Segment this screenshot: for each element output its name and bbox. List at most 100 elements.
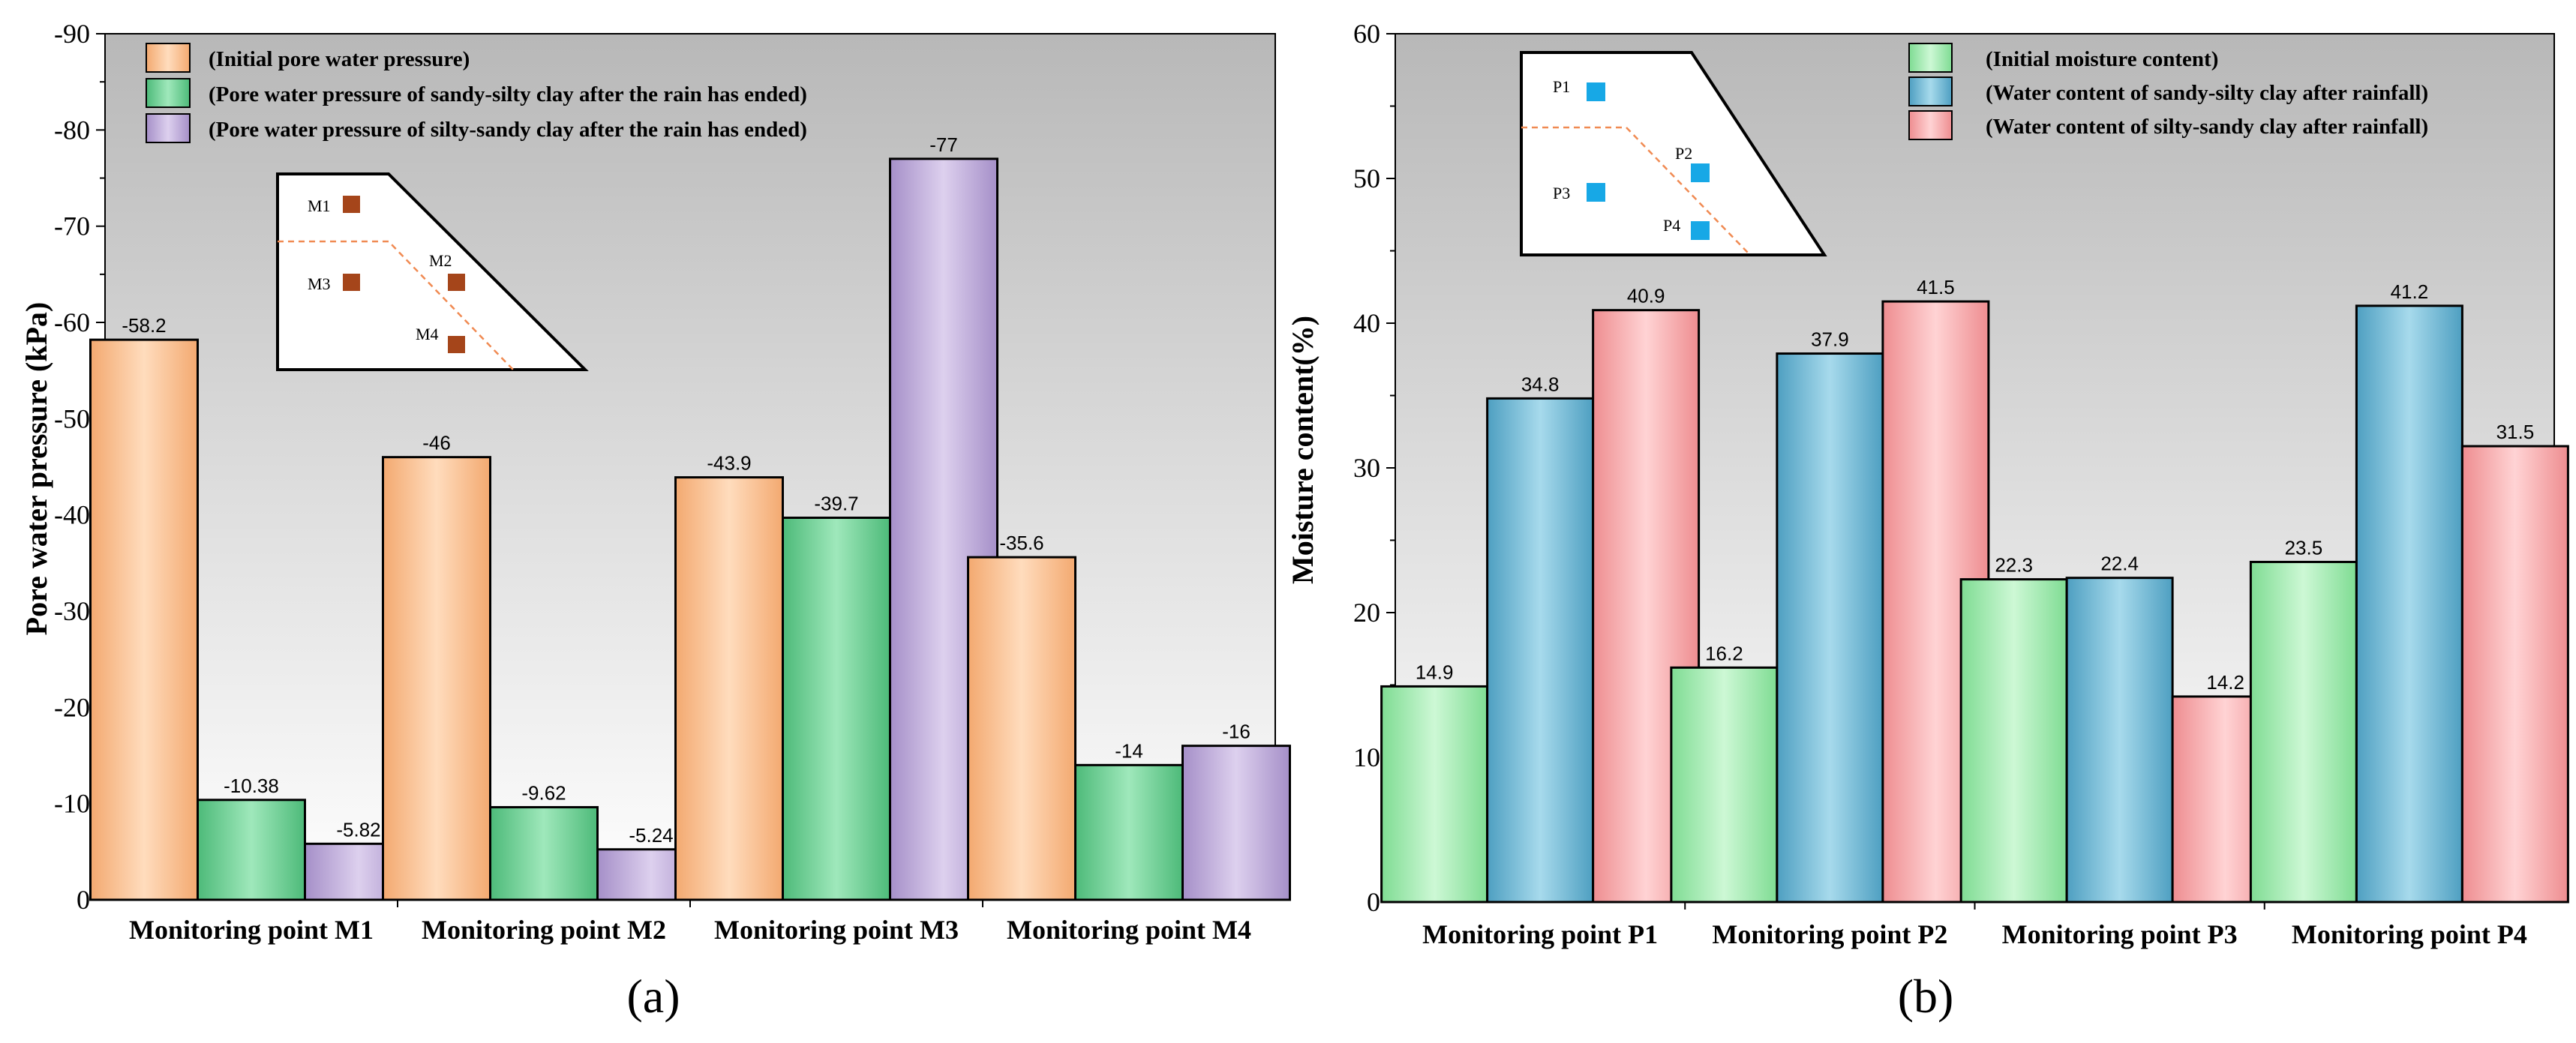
- marker-p2: [1691, 163, 1710, 182]
- marker-p3: [1587, 183, 1605, 202]
- y-tick-label: -10: [54, 789, 90, 819]
- bar-b-s1-c3: [2355, 304, 2463, 904]
- chart-b: 0 10 20 30 40 50 60 14.9 34.8 40.9 16.2 37.9 41.5 22…: [1286, 19, 2569, 1023]
- data-label: 23.5: [2285, 536, 2323, 559]
- legend-entry: (Pore water pressure of sandy-silty clay…: [209, 82, 807, 106]
- y-tick-label: -40: [54, 500, 90, 530]
- inset-label-p1: P1: [1553, 77, 1570, 96]
- bar-b-s0-c3: [2249, 560, 2358, 904]
- marker-m2: [448, 274, 465, 291]
- marker-p1: [1587, 82, 1605, 101]
- inset-slope-a: M1 M3 M2 M4: [276, 172, 589, 371]
- y-axis-label-a: Pore water pressure (kPa): [20, 302, 53, 636]
- y-tick-label: 30: [1353, 453, 1380, 483]
- data-label: -5.82: [336, 818, 380, 841]
- inset-label-m1: M1: [308, 196, 331, 215]
- data-label: -43.9: [707, 452, 751, 475]
- inset-label-p4: P4: [1663, 216, 1680, 235]
- subplot-label-a: (a): [626, 970, 680, 1023]
- legend-entry: (Initial pore water pressure): [209, 47, 470, 71]
- bar-b-s0-c0: [1380, 685, 1489, 904]
- inset-label-p2: P2: [1675, 144, 1692, 163]
- bar-a-s1-c0: [197, 799, 306, 901]
- bar-a-s1-c1: [489, 806, 599, 901]
- x-tick-label: Monitoring point P4: [2292, 919, 2527, 949]
- legend-swatch: [146, 78, 191, 108]
- y-ticks-a: 0 -10 -20 -30 -40 -50 -60 -70 -80 -90: [54, 19, 105, 915]
- bar-a-s1-c2: [782, 517, 891, 901]
- data-label: -77: [929, 133, 958, 156]
- x-tick-label: Monitoring point M4: [1007, 915, 1251, 945]
- legend-entry: (Pore water pressure of silty-sandy clay…: [209, 118, 807, 142]
- y-tick-label: 50: [1353, 163, 1380, 193]
- y-tick-label: -90: [54, 19, 90, 49]
- bar-b-s1-c2: [2065, 577, 2174, 904]
- marker-m4: [448, 336, 465, 353]
- bar-a-s0-c0: [89, 338, 199, 901]
- subplot-label-b: (b): [1898, 970, 1954, 1023]
- inset-label-p3: P3: [1553, 184, 1570, 202]
- legend-entry: (Water content of silty-sandy clay after…: [1986, 115, 2428, 139]
- x-tick-label: Monitoring point M2: [422, 915, 666, 945]
- data-label: 31.5: [2496, 421, 2535, 443]
- inset-slope-b: P1 P3 P2 P4: [1520, 51, 1827, 256]
- y-tick-label: -50: [54, 403, 90, 433]
- data-label: 14.2: [2206, 671, 2244, 694]
- x-tick-label: Monitoring point P2: [1712, 919, 1947, 949]
- legend-a: (Initial pore water pressure) (Pore water…: [146, 43, 807, 143]
- data-label: 14.9: [1416, 661, 1454, 683]
- inset-label-m2: M2: [429, 251, 452, 270]
- bar-a-s0-c3: [967, 556, 1076, 901]
- legend-swatch: [146, 113, 191, 143]
- bar-a-s2-c3: [1181, 745, 1291, 901]
- y-tick-label: -30: [54, 596, 90, 626]
- data-label: 40.9: [1627, 285, 1665, 307]
- y-tick-label: 20: [1353, 598, 1380, 628]
- data-label: 37.9: [1811, 328, 1849, 351]
- legend-swatch: [1908, 110, 1953, 140]
- y-tick-label: -60: [54, 307, 90, 337]
- marker-p4: [1691, 221, 1710, 240]
- bar-b-s0-c2: [1959, 578, 2068, 904]
- data-label: -16: [1222, 721, 1250, 743]
- data-label: 22.4: [2100, 553, 2139, 575]
- x-tick-labels-b: Monitoring point P1 Monitoring point P2 Mo…: [1422, 902, 2527, 949]
- legend-entry: (Initial moisture content): [1986, 47, 2218, 71]
- data-label: -35.6: [999, 532, 1043, 554]
- data-label: 41.2: [2391, 280, 2429, 303]
- data-label: -5.24: [629, 824, 673, 847]
- data-label: 16.2: [1705, 642, 1743, 664]
- x-tick-labels-a: Monitoring point M1 Monitoring point M2 Mo…: [129, 900, 1251, 945]
- y-tick-label: -20: [54, 692, 90, 722]
- x-tick-label: Monitoring point P1: [1422, 919, 1658, 949]
- bar-b-s0-c1: [1670, 666, 1779, 904]
- chart-a: 0 -10 -20 -30 -40 -50 -60 -70 -80 -90 -58.2 -10.38…: [20, 19, 1291, 1023]
- bar-b-s1-c1: [1776, 352, 1884, 904]
- legend-entry: (Water content of sandy-silty clay after…: [1986, 81, 2428, 105]
- bar-a-s0-c2: [674, 476, 784, 901]
- data-label: -39.7: [814, 493, 858, 515]
- data-label: 41.5: [1917, 276, 1955, 298]
- inset-label-m4: M4: [416, 325, 439, 343]
- bars-a: -58.2 -10.38 -5.82 -46 -9.62 -5.24 -43.9 -39.7 -…: [89, 133, 1291, 901]
- x-tick-label: Monitoring point M1: [129, 915, 374, 945]
- data-label: 22.3: [1995, 554, 2033, 577]
- y-axis-label-b: Moisture content(%): [1286, 316, 1320, 584]
- legend-b: (Initial moisture content) (Water content…: [1908, 43, 2428, 140]
- bar-a-s1-c3: [1074, 763, 1184, 901]
- bar-a-s0-c1: [382, 456, 491, 901]
- data-label: 34.8: [1521, 373, 1560, 395]
- legend-swatch: [146, 43, 191, 73]
- bar-b-s2-c3: [2460, 445, 2569, 904]
- data-label: -58.2: [122, 314, 166, 337]
- data-label: -10.38: [224, 775, 279, 797]
- y-tick-label: 10: [1353, 742, 1380, 772]
- marker-m1: [343, 196, 360, 213]
- y-tick-label: 40: [1353, 308, 1380, 338]
- y-tick-label: 0: [77, 885, 90, 915]
- legend-swatch: [1908, 76, 1953, 106]
- y-tick-label: 0: [1367, 887, 1380, 917]
- legend-swatch: [1908, 43, 1953, 73]
- y-tick-label: -80: [54, 115, 90, 145]
